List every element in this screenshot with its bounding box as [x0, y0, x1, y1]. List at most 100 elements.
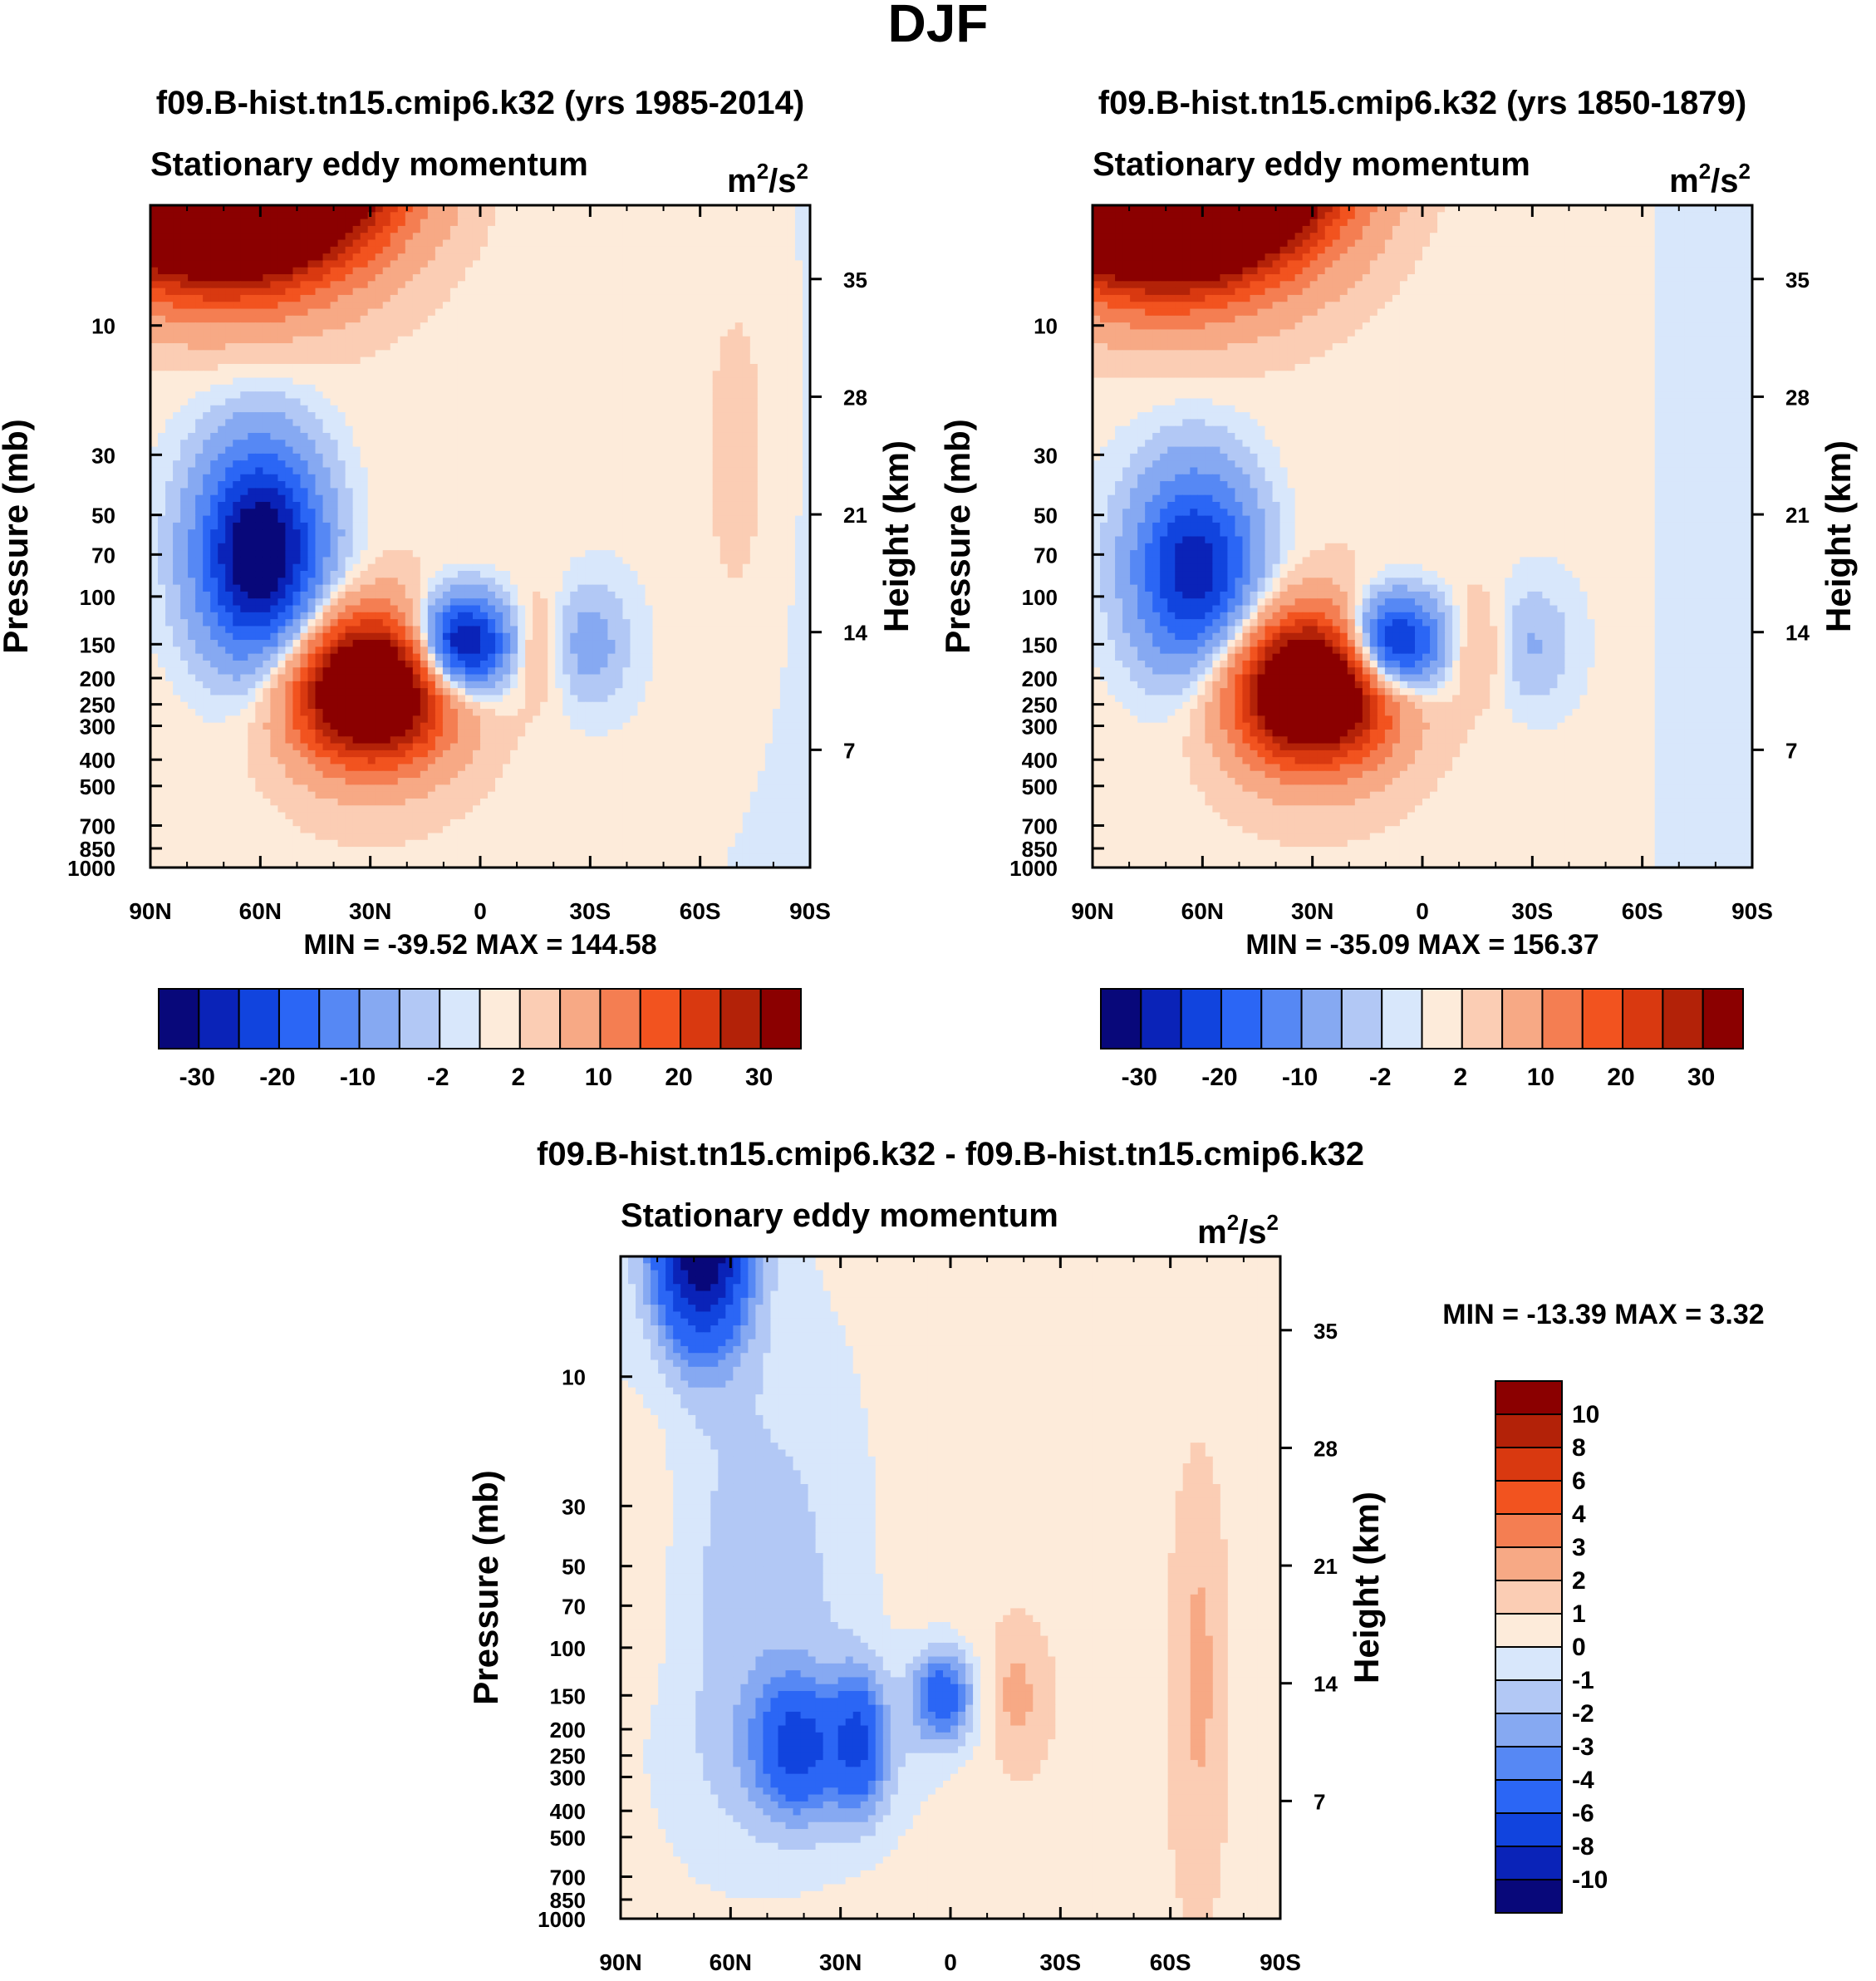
- contour-cell: [646, 268, 654, 275]
- contour-cell: [368, 295, 376, 302]
- contour-cell: [495, 226, 503, 233]
- contour-cell: [540, 268, 548, 275]
- contour-cell: [720, 281, 729, 288]
- contour-cell: [188, 268, 196, 275]
- contour-cell: [353, 226, 361, 233]
- contour-cell: [285, 212, 293, 219]
- contour-cell: [225, 260, 233, 268]
- contour-cell: [158, 288, 166, 296]
- contour-cell: [540, 212, 548, 219]
- contour-cell: [285, 281, 293, 288]
- contour-cell: [488, 253, 496, 261]
- contour-cell: [405, 247, 414, 254]
- contour-cell: [728, 247, 736, 254]
- contour-cell: [758, 288, 766, 296]
- contour-cell: [316, 212, 324, 219]
- contour-cell: [540, 274, 548, 282]
- contour-cell: [607, 302, 616, 309]
- contour-cell: [592, 295, 601, 302]
- contour-cell: [428, 274, 436, 282]
- contour-cell: [353, 240, 361, 248]
- contour-cell: [383, 212, 391, 219]
- contour-cell: [173, 226, 181, 233]
- contour-cell: [255, 233, 263, 240]
- contour-cell: [188, 281, 196, 288]
- contour-cell: [780, 233, 788, 240]
- contour-cell: [735, 302, 744, 309]
- contour-cell: [533, 274, 541, 282]
- contour-cell: [698, 240, 706, 248]
- contour-cell: [316, 219, 324, 227]
- contour-cell: [158, 260, 166, 268]
- contour-cell: [316, 247, 324, 254]
- contour-cell: [368, 240, 376, 248]
- contour-cell: [690, 302, 699, 309]
- contour-cell: [346, 219, 354, 227]
- contour-cell: [331, 281, 339, 288]
- contour-cell: [548, 233, 556, 240]
- contour-cell: [562, 219, 571, 227]
- contour-cell: [698, 247, 706, 254]
- contour-cell: [735, 219, 744, 227]
- contour-cell: [361, 302, 369, 309]
- contour-cell: [428, 281, 436, 288]
- contour-cell: [577, 281, 586, 288]
- contour-cell: [188, 226, 196, 233]
- contour-cell: [728, 295, 736, 302]
- contour-cell: [735, 268, 744, 275]
- contour-cell: [398, 260, 406, 268]
- contour-cell: [270, 302, 278, 309]
- contour-cell: [585, 247, 593, 254]
- contour-cell: [346, 240, 354, 248]
- contour-cell: [255, 240, 263, 248]
- contour-cell: [165, 295, 174, 302]
- contour-cell: [473, 233, 481, 240]
- contour-cell: [675, 268, 684, 275]
- contour-cell: [570, 302, 578, 309]
- contour-cell: [570, 219, 578, 227]
- contour-cell: [323, 274, 331, 282]
- contour-cell: [218, 219, 226, 227]
- contour-cell: [465, 212, 474, 219]
- contour-cell: [577, 253, 586, 261]
- contour-cell: [203, 295, 211, 302]
- contour-cell: [233, 295, 241, 302]
- contour-cell: [225, 226, 233, 233]
- contour-cell: [562, 281, 571, 288]
- contour-cell: [510, 260, 518, 268]
- contour-cell: [473, 226, 481, 233]
- contour-cell: [435, 260, 444, 268]
- contour-cell: [668, 268, 676, 275]
- contour-cell: [705, 281, 714, 288]
- contour-cell: [773, 212, 781, 219]
- contour-cell: [307, 274, 316, 282]
- contour-cell: [720, 260, 729, 268]
- contour-cell: [270, 268, 278, 275]
- contour-cell: [361, 240, 369, 248]
- contour-cell: [361, 233, 369, 240]
- contour-cell: [683, 274, 691, 282]
- contour-cell: [210, 260, 219, 268]
- contour-cell: [585, 274, 593, 282]
- contour-cell: [376, 281, 384, 288]
- contour-cell: [735, 260, 744, 268]
- contour-cell: [555, 288, 563, 296]
- contour-cell: [292, 302, 301, 309]
- contour-cell: [562, 240, 571, 248]
- contour-cell: [277, 253, 286, 261]
- contour-cell: [661, 295, 669, 302]
- contour-cell: [458, 268, 466, 275]
- contour-cell: [788, 233, 796, 240]
- contour-cell: [788, 247, 796, 254]
- contour-cell: [600, 274, 608, 282]
- contour-cell: [690, 268, 699, 275]
- contour-cell: [346, 253, 354, 261]
- contour-cell: [361, 274, 369, 282]
- contour-cell: [510, 253, 518, 261]
- contour-cell: [420, 288, 429, 296]
- contour-cell: [690, 247, 699, 254]
- contour-cell: [615, 212, 623, 219]
- contour-cell: [218, 253, 226, 261]
- contour-cell: [398, 219, 406, 227]
- contour-cell: [203, 240, 211, 248]
